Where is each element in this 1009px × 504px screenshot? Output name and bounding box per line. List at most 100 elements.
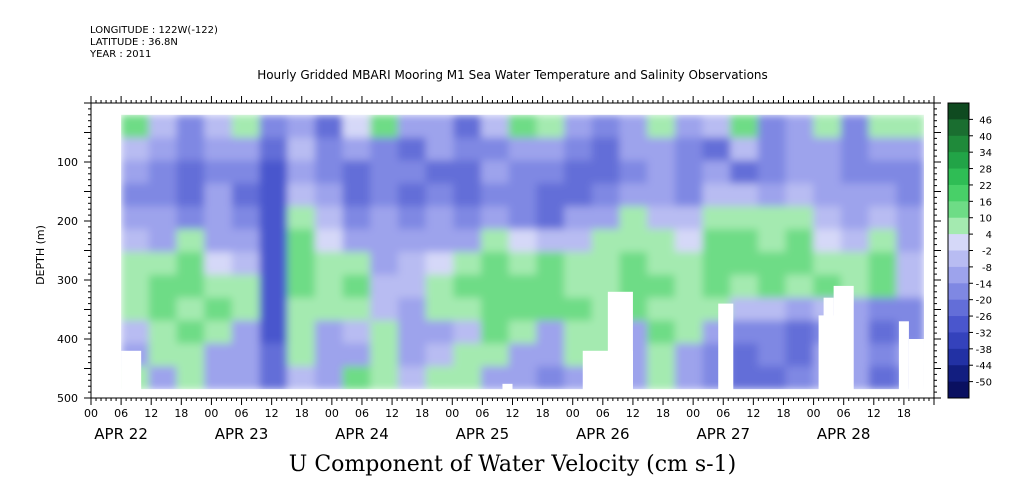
heatmap-cell: [259, 343, 288, 367]
x-hour-label: 18: [174, 407, 188, 420]
heatmap-cell: [591, 137, 621, 162]
heatmap-cell: [896, 229, 925, 253]
heatmap-cell: [342, 160, 371, 184]
heatmap-cell: [564, 320, 593, 345]
colorbar-label: 4: [986, 230, 992, 241]
heatmap-cell: [674, 320, 704, 345]
heatmap-cell: [647, 137, 676, 162]
heatmap-cell: [702, 274, 731, 299]
heatmap-cell: [757, 183, 787, 207]
y-axis: 100 200 300 400 500: [57, 102, 941, 405]
heatmap-cell: [314, 320, 344, 345]
heatmap-cell: [785, 274, 814, 299]
colorbar-swatch: [948, 266, 969, 284]
colorbar-swatch: [948, 250, 969, 268]
heatmap-cell: [121, 206, 150, 230]
heatmap-cell: [591, 229, 621, 253]
heatmap-cell: [425, 366, 454, 390]
heatmap-cell: [121, 251, 150, 276]
x-day-label: APR 25: [456, 425, 510, 443]
heatmap-cell: [204, 137, 233, 162]
heatmap-cell: [730, 183, 759, 207]
heatmap-cell: [453, 251, 482, 276]
heatmap-cell: [508, 274, 537, 299]
variable-title: U Component of Water Velocity (cm s-1): [288, 452, 737, 477]
heatmap-cell: [370, 366, 399, 390]
heatmap-cell: [757, 320, 787, 345]
heatmap-cell: [314, 229, 344, 253]
heatmap-cell: [785, 160, 814, 184]
heatmap-cell: [314, 137, 344, 162]
heatmap-cell: [868, 366, 897, 390]
heatmap-cell: [785, 206, 814, 230]
heatmap-cell: [370, 229, 399, 253]
heatmap-cell: [397, 137, 427, 162]
heatmap-cell: [397, 251, 427, 276]
heatmap-cell: [425, 160, 454, 184]
heatmap-cell: [287, 320, 316, 345]
heatmap-cell: [481, 320, 510, 345]
heatmap-cell: [868, 114, 897, 139]
x-hour-label: 18: [536, 407, 550, 420]
x-day-label: APR 28: [817, 425, 871, 443]
heatmap-cell: [591, 251, 621, 276]
heatmap-cell: [231, 320, 261, 345]
heatmap-cell: [868, 320, 897, 345]
heatmap-cell: [481, 274, 510, 299]
heatmap-cell: [508, 320, 537, 345]
x-hour-label: 18: [415, 407, 429, 420]
x-hour-label: 18: [656, 407, 670, 420]
heatmap-cell: [425, 251, 454, 276]
heatmap-cell: [508, 343, 537, 367]
heatmap-cell: [231, 160, 261, 184]
heatmap-cell: [481, 343, 510, 367]
heatmap-cell: [564, 274, 593, 299]
y-tick-label: 200: [57, 215, 78, 228]
x-hour-label: 18: [295, 407, 309, 420]
heatmap-cell: [342, 251, 371, 276]
heatmap-cell: [536, 366, 565, 390]
heatmap-cell: [204, 274, 233, 299]
heatmap-cell: [176, 183, 205, 207]
heatmap-cell: [176, 366, 205, 390]
heatmap-cell: [148, 114, 178, 139]
heatmap-cell: [785, 229, 814, 253]
heatmap-cell: [785, 343, 814, 367]
x-hour-label: 12: [385, 407, 399, 420]
x-day-label: APR 23: [215, 425, 269, 443]
colorbar-swatch: [948, 299, 969, 317]
heatmap-cell: [619, 229, 648, 253]
heatmap-cell: [287, 206, 316, 230]
heatmap-cell: [896, 137, 925, 162]
colorbar-swatch: [948, 135, 969, 153]
colorbar-label: -14: [976, 279, 992, 290]
heatmap-cell: [619, 160, 648, 184]
heatmap-cell: [481, 160, 510, 184]
heatmap-cell: [176, 137, 205, 162]
heatmap-cell: [868, 343, 897, 367]
y-tick-label: 300: [57, 274, 78, 287]
heatmap-cell: [508, 160, 537, 184]
colorbar-label: -20: [976, 296, 992, 307]
heatmap-cell: [176, 160, 205, 184]
heatmap-cell: [508, 229, 537, 253]
heatmap-cell: [397, 320, 427, 345]
heatmap-cell: [591, 160, 621, 184]
heatmap-cell: [204, 343, 233, 367]
heatmap-cell: [397, 343, 427, 367]
x-hour-label: 00: [807, 407, 821, 420]
heatmap-cell: [508, 366, 537, 390]
colorbar-swatch: [948, 348, 969, 366]
heatmap-cell: [121, 137, 150, 162]
heatmap-cell: [314, 183, 344, 207]
heatmap-cell: [342, 274, 371, 299]
heatmap-cell: [370, 160, 399, 184]
heatmap-cell: [314, 343, 344, 367]
colorbar-swatch: [948, 119, 969, 137]
x-hour-label: 06: [475, 407, 489, 420]
heatmap-cell: [425, 343, 454, 367]
heatmap-cell: [259, 160, 288, 184]
colorbar-swatch: [948, 168, 969, 186]
heatmap-cell: [896, 251, 925, 276]
x-day-label: APR 22: [94, 425, 148, 443]
